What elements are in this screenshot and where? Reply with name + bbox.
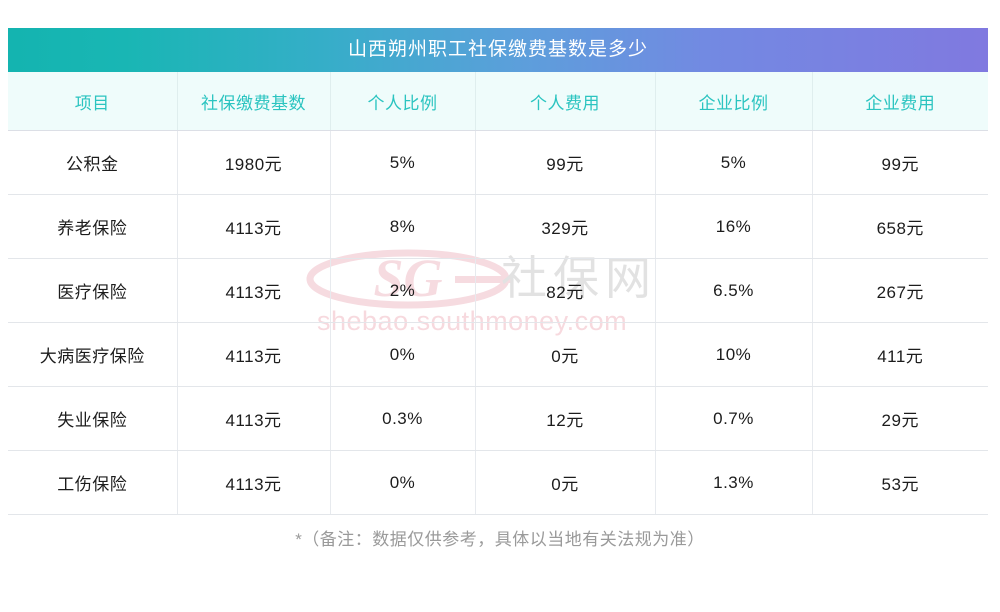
cell-company-rate: 1.3% <box>655 450 813 515</box>
column-header-personal-fee: 个人费用 <box>475 72 656 131</box>
table-header-row: 项目 社保缴费基数 个人比例 个人费用 企业比例 企业费用 <box>8 72 988 131</box>
cell-personal-rate: 0% <box>330 322 476 387</box>
cell-company-fee: 267元 <box>812 258 988 323</box>
cell-item: 医疗保险 <box>8 258 178 323</box>
table-row: 大病医疗保险 4113元 0% 0元 10% 411元 <box>8 322 988 387</box>
cell-personal-fee: 0元 <box>475 322 656 387</box>
cell-personal-fee: 99元 <box>475 130 656 195</box>
cell-company-fee: 99元 <box>812 130 988 195</box>
table-row: 工伤保险 4113元 0% 0元 1.3% 53元 <box>8 450 988 515</box>
cell-personal-rate: 5% <box>330 130 476 195</box>
cell-base: 4113元 <box>177 386 331 451</box>
cell-item: 大病医疗保险 <box>8 322 178 387</box>
cell-personal-rate: 0% <box>330 450 476 515</box>
cell-company-rate: 6.5% <box>655 258 813 323</box>
cell-company-fee: 411元 <box>812 322 988 387</box>
social-insurance-table: 项目 社保缴费基数 个人比例 个人费用 企业比例 企业费用 公积金 1980元 … <box>8 72 988 515</box>
cell-personal-rate: 2% <box>330 258 476 323</box>
cell-base: 1980元 <box>177 130 331 195</box>
footnote: *（备注：数据仅供参考，具体以当地有关法规为准） <box>295 530 705 549</box>
cell-personal-rate: 8% <box>330 194 476 259</box>
table-row: 养老保险 4113元 8% 329元 16% 658元 <box>8 194 988 259</box>
cell-item: 公积金 <box>8 130 178 195</box>
table-header: 项目 社保缴费基数 个人比例 个人费用 企业比例 企业费用 <box>8 72 988 131</box>
column-header-base: 社保缴费基数 <box>177 72 331 131</box>
cell-personal-rate: 0.3% <box>330 386 476 451</box>
page-title: 山西朔州职工社保缴费基数是多少 <box>347 39 648 60</box>
column-header-personal-rate: 个人比例 <box>330 72 476 131</box>
column-header-company-rate: 企业比例 <box>655 72 813 131</box>
cell-company-fee: 658元 <box>812 194 988 259</box>
cell-personal-fee: 329元 <box>475 194 656 259</box>
cell-item: 工伤保险 <box>8 450 178 515</box>
table-body: 公积金 1980元 5% 99元 5% 99元 养老保险 4113元 8% 32… <box>8 130 988 515</box>
cell-item: 失业保险 <box>8 386 178 451</box>
cell-base: 4113元 <box>177 450 331 515</box>
cell-base: 4113元 <box>177 194 331 259</box>
table-row: 医疗保险 4113元 2% 82元 6.5% 267元 <box>8 258 988 323</box>
cell-base: 4113元 <box>177 322 331 387</box>
cell-item: 养老保险 <box>8 194 178 259</box>
cell-personal-fee: 12元 <box>475 386 656 451</box>
cell-company-rate: 0.7% <box>655 386 813 451</box>
cell-company-rate: 5% <box>655 130 813 195</box>
cell-company-fee: 29元 <box>812 386 988 451</box>
cell-personal-fee: 0元 <box>475 450 656 515</box>
cell-personal-fee: 82元 <box>475 258 656 323</box>
table-row: 失业保险 4113元 0.3% 12元 0.7% 29元 <box>8 386 988 451</box>
title-banner: 山西朔州职工社保缴费基数是多少 <box>8 28 988 72</box>
column-header-item: 项目 <box>8 72 178 131</box>
cell-company-rate: 16% <box>655 194 813 259</box>
cell-company-rate: 10% <box>655 322 813 387</box>
table-row: 公积金 1980元 5% 99元 5% 99元 <box>8 130 988 195</box>
cell-company-fee: 53元 <box>812 450 988 515</box>
cell-base: 4113元 <box>177 258 331 323</box>
column-header-company-fee: 企业费用 <box>812 72 988 131</box>
